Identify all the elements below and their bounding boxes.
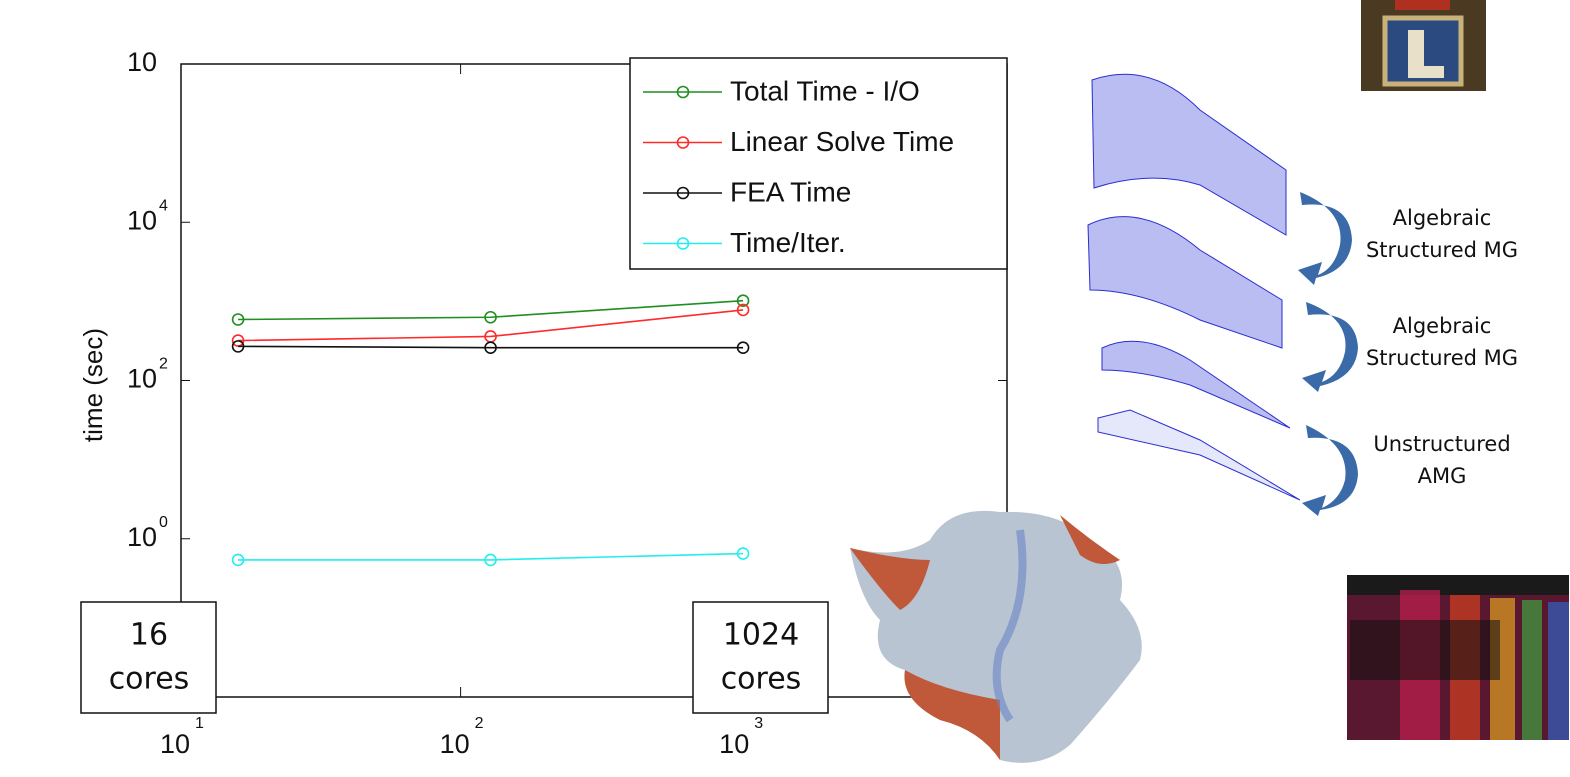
legend-marker xyxy=(676,136,690,149)
x-tick-label: 10 xyxy=(160,729,190,759)
core-box-label: 16 xyxy=(130,618,168,653)
data-point xyxy=(231,553,245,567)
data-point xyxy=(484,553,497,567)
x-tick-exponent: 3 xyxy=(754,715,763,732)
x-tick-label: 10 xyxy=(719,729,749,759)
legend-label: FEA Time xyxy=(730,176,851,207)
y-tick-label: 10 xyxy=(127,205,157,235)
series-line xyxy=(238,552,744,561)
data-point xyxy=(231,313,245,326)
data-point xyxy=(736,303,750,317)
legend-marker xyxy=(676,186,690,200)
mg-label: Algebraic xyxy=(1393,314,1492,338)
x-tick-exponent: 2 xyxy=(475,715,484,732)
series-line xyxy=(238,345,744,349)
data-point xyxy=(736,341,750,354)
mg-label: Unstructured xyxy=(1373,432,1510,456)
legend-label: Linear Solve Time xyxy=(730,126,954,157)
core-box-label: cores xyxy=(721,662,802,697)
y-tick-label: 10 xyxy=(127,364,157,394)
series-line xyxy=(238,309,744,342)
data-point xyxy=(736,547,750,560)
y-tick-label: 10 xyxy=(127,47,157,77)
core-box xyxy=(692,601,829,714)
hopper-photo xyxy=(1347,575,1569,740)
antarctica-map xyxy=(850,510,1142,763)
x-tick-label: 10 xyxy=(440,729,470,759)
legend-marker xyxy=(676,237,690,250)
legend-marker xyxy=(676,85,690,99)
y-tick-label: 10 xyxy=(127,522,157,552)
mg-label: Algebraic xyxy=(1393,206,1492,230)
data-point xyxy=(231,340,245,353)
letter-block-image xyxy=(1361,0,1486,91)
mg-labels: Algebraic Structured MG Algebraic Structure… xyxy=(1366,206,1518,488)
data-point xyxy=(736,294,750,307)
legend-label: Total Time - I/O xyxy=(730,75,920,106)
mg-label: Structured MG xyxy=(1366,238,1518,262)
mg-label: Structured MG xyxy=(1366,346,1518,370)
core-boxes: 16 cores 1024 cores xyxy=(80,601,829,714)
core-box-label: 1024 xyxy=(723,618,799,653)
series-line xyxy=(238,299,744,321)
mg-arrows xyxy=(1298,192,1358,516)
legend-box xyxy=(629,57,1008,270)
y-tick-exponent: 2 xyxy=(159,356,168,373)
data-point xyxy=(484,310,497,324)
x-tick-exponent: 1 xyxy=(195,715,204,732)
core-box-label: cores xyxy=(109,662,190,697)
data-point xyxy=(484,341,497,354)
data-point xyxy=(231,334,245,347)
mesh-illustrations xyxy=(1087,73,1301,501)
y-tick-exponent: 4 xyxy=(159,197,168,214)
core-box xyxy=(80,601,217,714)
y-tick-exponent: 0 xyxy=(159,514,168,531)
y-axis-label: time (sec) xyxy=(78,328,108,442)
legend-label: Time/Iter. xyxy=(730,227,846,258)
mg-label: AMG xyxy=(1418,464,1467,488)
